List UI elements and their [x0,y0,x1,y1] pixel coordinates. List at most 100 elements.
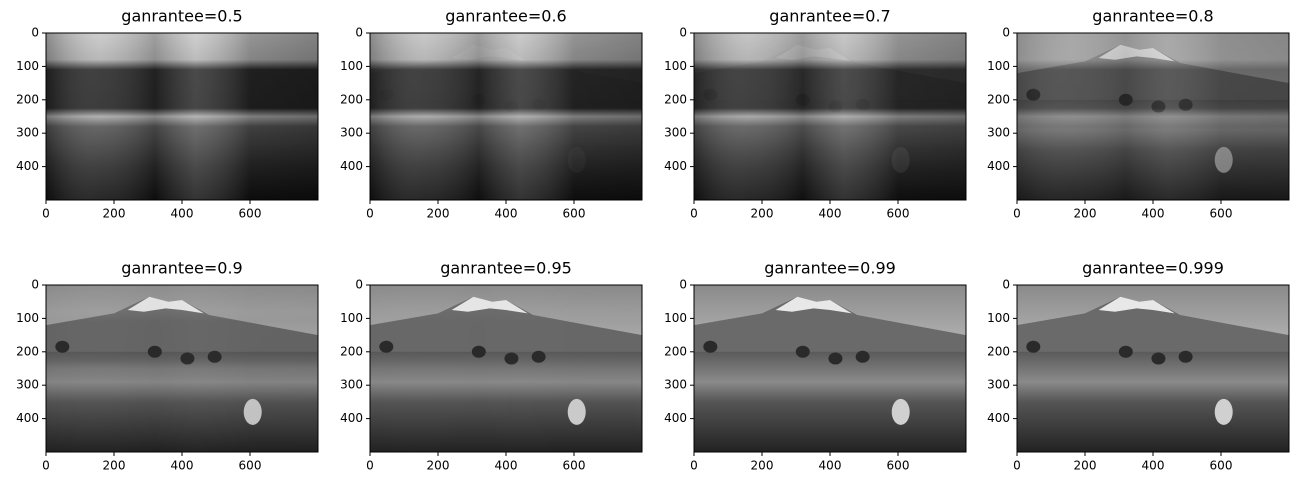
rock [891,398,910,425]
y-tick-label: 0 [355,26,363,40]
y-tick-label: 100 [664,311,687,325]
y-tick-label: 300 [340,126,363,140]
x-tick-label: 600 [887,207,910,221]
image [46,33,318,200]
tree [1118,345,1133,358]
y-tick-label: 0 [679,26,687,40]
subplot: ganrantee=0.5 0 200 400 600 0 100 200 300 400 [16,7,319,221]
subplot: ganrantee=0.95 0 200 400 600 0 100 200 300 400 [340,259,643,473]
image [370,285,642,452]
y-tick-label: 400 [16,411,39,425]
field [370,99,642,200]
x-tick-label: 600 [1210,207,1233,221]
rock [1214,398,1233,425]
y-tick-label: 300 [664,126,687,140]
y-tick-label: 100 [664,59,687,73]
image [694,33,966,200]
mountain [1017,296,1289,356]
landscape [46,285,318,452]
sky [694,33,966,100]
y-tick-label: 0 [679,278,687,292]
tree [855,350,870,363]
snow [451,296,528,314]
image [1017,285,1289,452]
subplot-title: ganrantee=0.7 [769,7,890,26]
image-stripes [46,33,318,200]
tree [379,88,394,101]
x-tick-label: 200 [1074,459,1097,473]
tree [828,100,843,113]
field [1017,99,1289,200]
field [370,351,642,452]
y-tick-label: 200 [664,92,687,106]
y-tick-label: 100 [340,59,363,73]
tree [1151,100,1166,113]
subplot: ganrantee=0.6 0 200 400 600 0 100 200 300 400 [340,7,643,221]
y-tick-label: 0 [31,278,39,292]
field [1017,351,1289,452]
x-tick-label: 200 [751,207,774,221]
x-tick-label: 400 [171,459,194,473]
tree [531,350,546,363]
tree [55,340,70,353]
snow [775,296,852,314]
subplot-title: ganrantee=0.6 [445,7,566,26]
y-tick-label: 300 [16,378,39,392]
tree [703,88,718,101]
sky [370,33,642,100]
tree [1151,352,1166,365]
y-tick-label: 200 [987,92,1010,106]
x-tick-label: 0 [1013,207,1021,221]
y-tick-label: 100 [987,311,1010,325]
rock [1214,146,1233,173]
image [370,33,642,200]
snow [1098,296,1175,314]
tree [180,352,195,365]
y-tick-label: 400 [340,159,363,173]
y-tick-label: 200 [340,92,363,106]
landscape [370,33,642,200]
tree [207,350,222,363]
landscape [1017,285,1289,452]
y-tick-label: 200 [16,344,39,358]
y-tick-label: 200 [16,92,39,106]
x-tick-label: 400 [1142,207,1165,221]
x-tick-label: 600 [1210,459,1233,473]
landscape [1017,33,1289,200]
tree [795,93,810,106]
subplot: ganrantee=0.9 0 200 400 600 0 100 200 300 400 [16,259,319,473]
subplot: ganrantee=0.99 0 200 400 600 0 100 200 300 400 [664,259,967,473]
tree [471,345,486,358]
y-tick-label: 400 [987,159,1010,173]
y-tick-label: 300 [987,126,1010,140]
x-tick-label: 400 [819,459,842,473]
tree [1026,88,1041,101]
snow [1098,44,1175,62]
tree [855,98,870,111]
subplot-title: ganrantee=0.9 [121,259,242,278]
tree [55,89,69,101]
field [46,351,318,452]
x-tick-label: 200 [103,207,126,221]
y-tick-label: 400 [987,411,1010,425]
landscape [694,33,966,200]
tree [208,99,222,111]
y-tick-label: 200 [987,344,1010,358]
field [694,99,966,200]
tree [1178,350,1193,363]
x-tick-label: 600 [563,207,586,221]
y-tick-label: 400 [664,411,687,425]
subplot-title: ganrantee=0.999 [1082,259,1224,278]
y-tick-label: 400 [340,411,363,425]
y-tick-label: 300 [16,126,39,140]
tree [795,345,810,358]
snow [775,44,852,62]
y-tick-label: 100 [987,59,1010,73]
mountain [370,296,642,356]
rock [244,147,262,173]
subplot: ganrantee=0.8 0 200 400 600 0 100 200 300 400 [987,7,1290,221]
x-tick-label: 0 [366,207,374,221]
rock [243,398,262,425]
mountain [694,296,966,356]
